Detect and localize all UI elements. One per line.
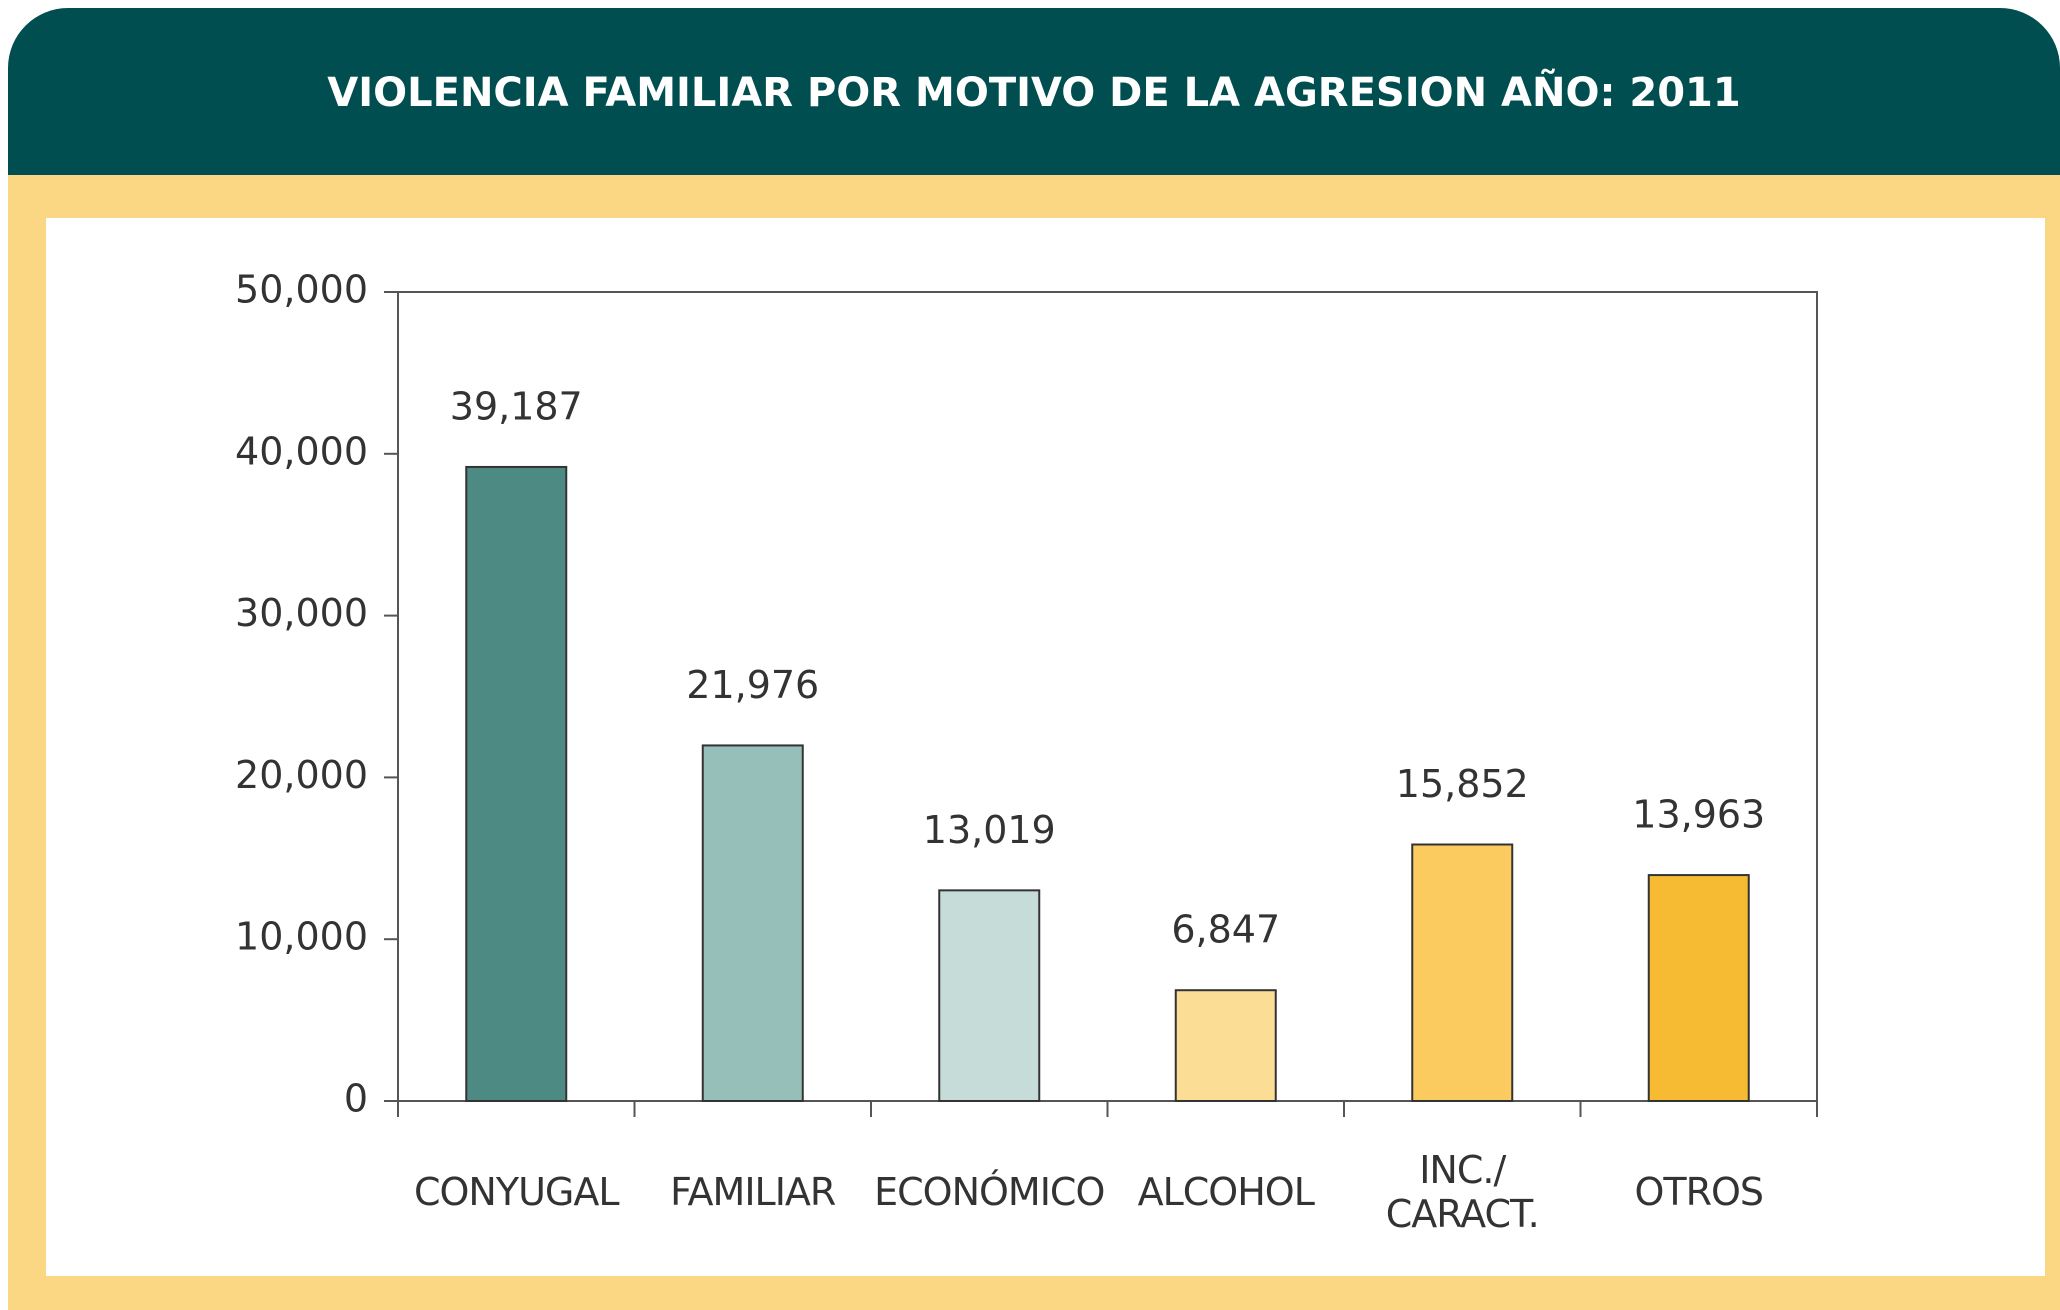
bar [1174, 989, 1277, 1102]
x-tick-label: CONYUGAL [413, 1170, 620, 1214]
value-label: 13,963 [1632, 793, 1765, 837]
x-tick-label: INC./ CARACT. [1385, 1148, 1540, 1236]
y-tick-label: 20,000 [235, 753, 368, 797]
y-tick-label: 0 [344, 1077, 368, 1121]
value-label: 15,852 [1396, 762, 1529, 806]
y-tick-label: 30,000 [235, 591, 368, 635]
y-tick-label: 40,000 [235, 429, 368, 473]
bar [938, 889, 1041, 1103]
x-tick-label: ECONÓMICO [874, 1170, 1105, 1214]
x-tick-label: FAMILIAR [670, 1170, 836, 1214]
y-tick-label: 10,000 [235, 915, 368, 959]
bar [1411, 843, 1514, 1102]
bar [701, 744, 804, 1103]
value-label: 21,976 [686, 663, 819, 707]
value-label: 39,187 [450, 384, 583, 428]
bar [1647, 874, 1750, 1103]
y-tick-label: 50,000 [235, 268, 368, 312]
value-label: 6,847 [1171, 908, 1280, 952]
chart-title: VIOLENCIA FAMILIAR POR MOTIVO DE LA AGRE… [8, 8, 2060, 175]
x-tick-label: OTROS [1634, 1170, 1764, 1214]
bar [465, 465, 568, 1102]
x-tick-label: ALCOHOL [1137, 1170, 1315, 1214]
plot-frame [397, 291, 1818, 1102]
value-label: 13,019 [923, 808, 1056, 852]
